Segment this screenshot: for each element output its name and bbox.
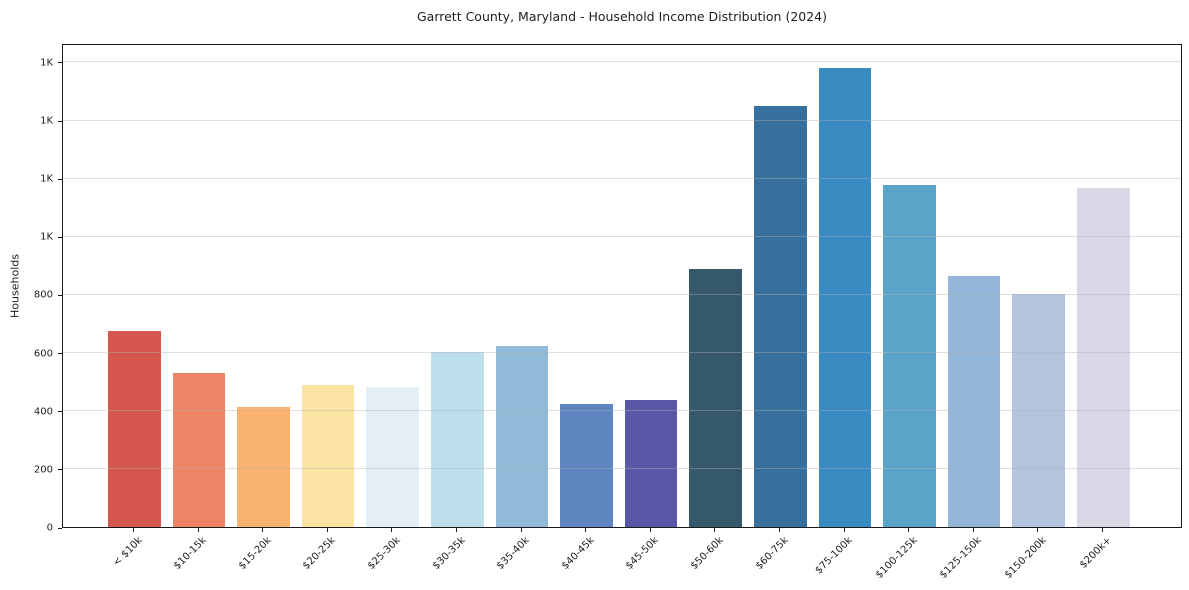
x-tick-label: $35-40k xyxy=(494,535,532,572)
y-tick-mark xyxy=(58,236,62,238)
x-tick-mark xyxy=(649,528,651,532)
x-axis: < $10k $10-15k $15-20k $20-25k $25-30k $30-35… xyxy=(62,528,1182,590)
bars-layer xyxy=(63,45,1181,527)
gridlines-layer xyxy=(63,45,1181,527)
bar-75-100k xyxy=(818,67,872,527)
bar-25-30k xyxy=(366,386,419,527)
x-tick-mark xyxy=(391,528,393,532)
bar-20-25k xyxy=(301,384,355,527)
bar-35-40k xyxy=(495,346,549,527)
x-tick-label: $45-50k xyxy=(624,535,662,572)
x-tick-mark xyxy=(456,528,457,532)
bar-200k+ xyxy=(1077,187,1130,527)
bar-10k xyxy=(108,330,161,527)
gridline xyxy=(63,352,1181,354)
y-tick-label: 1K xyxy=(40,231,53,243)
gridline xyxy=(63,119,1181,121)
bar-150-200k xyxy=(1012,293,1065,527)
y-tick-mark xyxy=(58,353,62,355)
y-tick-mark xyxy=(58,527,62,529)
gridline xyxy=(63,293,1181,295)
y-tick-mark xyxy=(58,411,62,413)
bar-125-150k xyxy=(947,275,1001,527)
x-tick-label: $75-100k xyxy=(813,535,855,577)
gridline xyxy=(63,235,1181,237)
y-tick-label: 600 xyxy=(33,348,53,360)
plot-area xyxy=(62,44,1182,528)
x-tick-mark xyxy=(714,528,716,532)
y-tick-label: 1K xyxy=(40,115,53,127)
gridline xyxy=(63,468,1181,470)
x-tick-mark xyxy=(843,528,845,532)
x-tick-label: $50-60k xyxy=(688,535,726,572)
x-tick-mark xyxy=(262,528,264,532)
x-tick-mark xyxy=(779,528,780,532)
bar-45-50k xyxy=(624,399,678,527)
y-tick-label: 800 xyxy=(33,289,53,301)
x-tick-label: $20-25k xyxy=(301,535,339,572)
x-tick-mark xyxy=(972,528,974,532)
x-tick-mark xyxy=(520,528,522,532)
bar-15-20k xyxy=(237,407,290,527)
x-tick-label: $30-35k xyxy=(430,535,468,572)
gridline xyxy=(63,61,1181,63)
x-tick-label: $125-150k xyxy=(938,535,985,581)
bar-40-45k xyxy=(560,403,613,527)
x-tick-label: $25-30k xyxy=(365,535,403,572)
x-tick-mark xyxy=(585,528,587,532)
x-tick-mark xyxy=(1037,528,1039,532)
bar-10-15k xyxy=(172,372,226,527)
y-tick-label: 0 xyxy=(46,522,53,534)
x-tick-label: $100-125k xyxy=(873,535,920,581)
y-tick-label: 1K xyxy=(40,57,53,69)
x-tick-label: $200k+ xyxy=(1077,535,1114,571)
gridline xyxy=(63,410,1181,412)
y-tick-mark xyxy=(58,294,62,296)
bar-100-125k xyxy=(883,184,936,527)
x-tick-mark xyxy=(133,528,134,532)
x-tick-label: $10-15k xyxy=(171,535,209,572)
y-tick-mark xyxy=(58,178,62,180)
x-tick-mark xyxy=(197,528,199,532)
bar-50-60k xyxy=(689,268,742,527)
x-tick-mark xyxy=(326,528,328,532)
y-axis: 0 200 400 600 800 1K 1K 1K 1K xyxy=(0,44,62,534)
y-tick-label: 1K xyxy=(40,173,53,185)
bar-30-35k xyxy=(431,352,484,527)
x-tick-label: $60-75k xyxy=(753,535,791,572)
y-tick-mark xyxy=(58,62,62,64)
x-tick-label: $15-20k xyxy=(236,535,274,572)
y-tick-label: 400 xyxy=(33,406,53,418)
y-tick-mark xyxy=(58,120,62,122)
bar-60-75k xyxy=(754,106,807,527)
chart-title: Garrett County, Maryland - Household Inc… xyxy=(416,9,828,24)
x-tick-mark xyxy=(1102,528,1103,532)
x-tick-label: $150-200k xyxy=(1002,535,1049,581)
gridline xyxy=(63,177,1181,179)
y-tick-label: 200 xyxy=(33,464,53,476)
x-tick-label: $40-45k xyxy=(559,535,597,572)
x-tick-mark xyxy=(908,528,910,532)
x-tick-label: < $10k xyxy=(110,535,145,569)
y-tick-mark xyxy=(58,469,62,471)
